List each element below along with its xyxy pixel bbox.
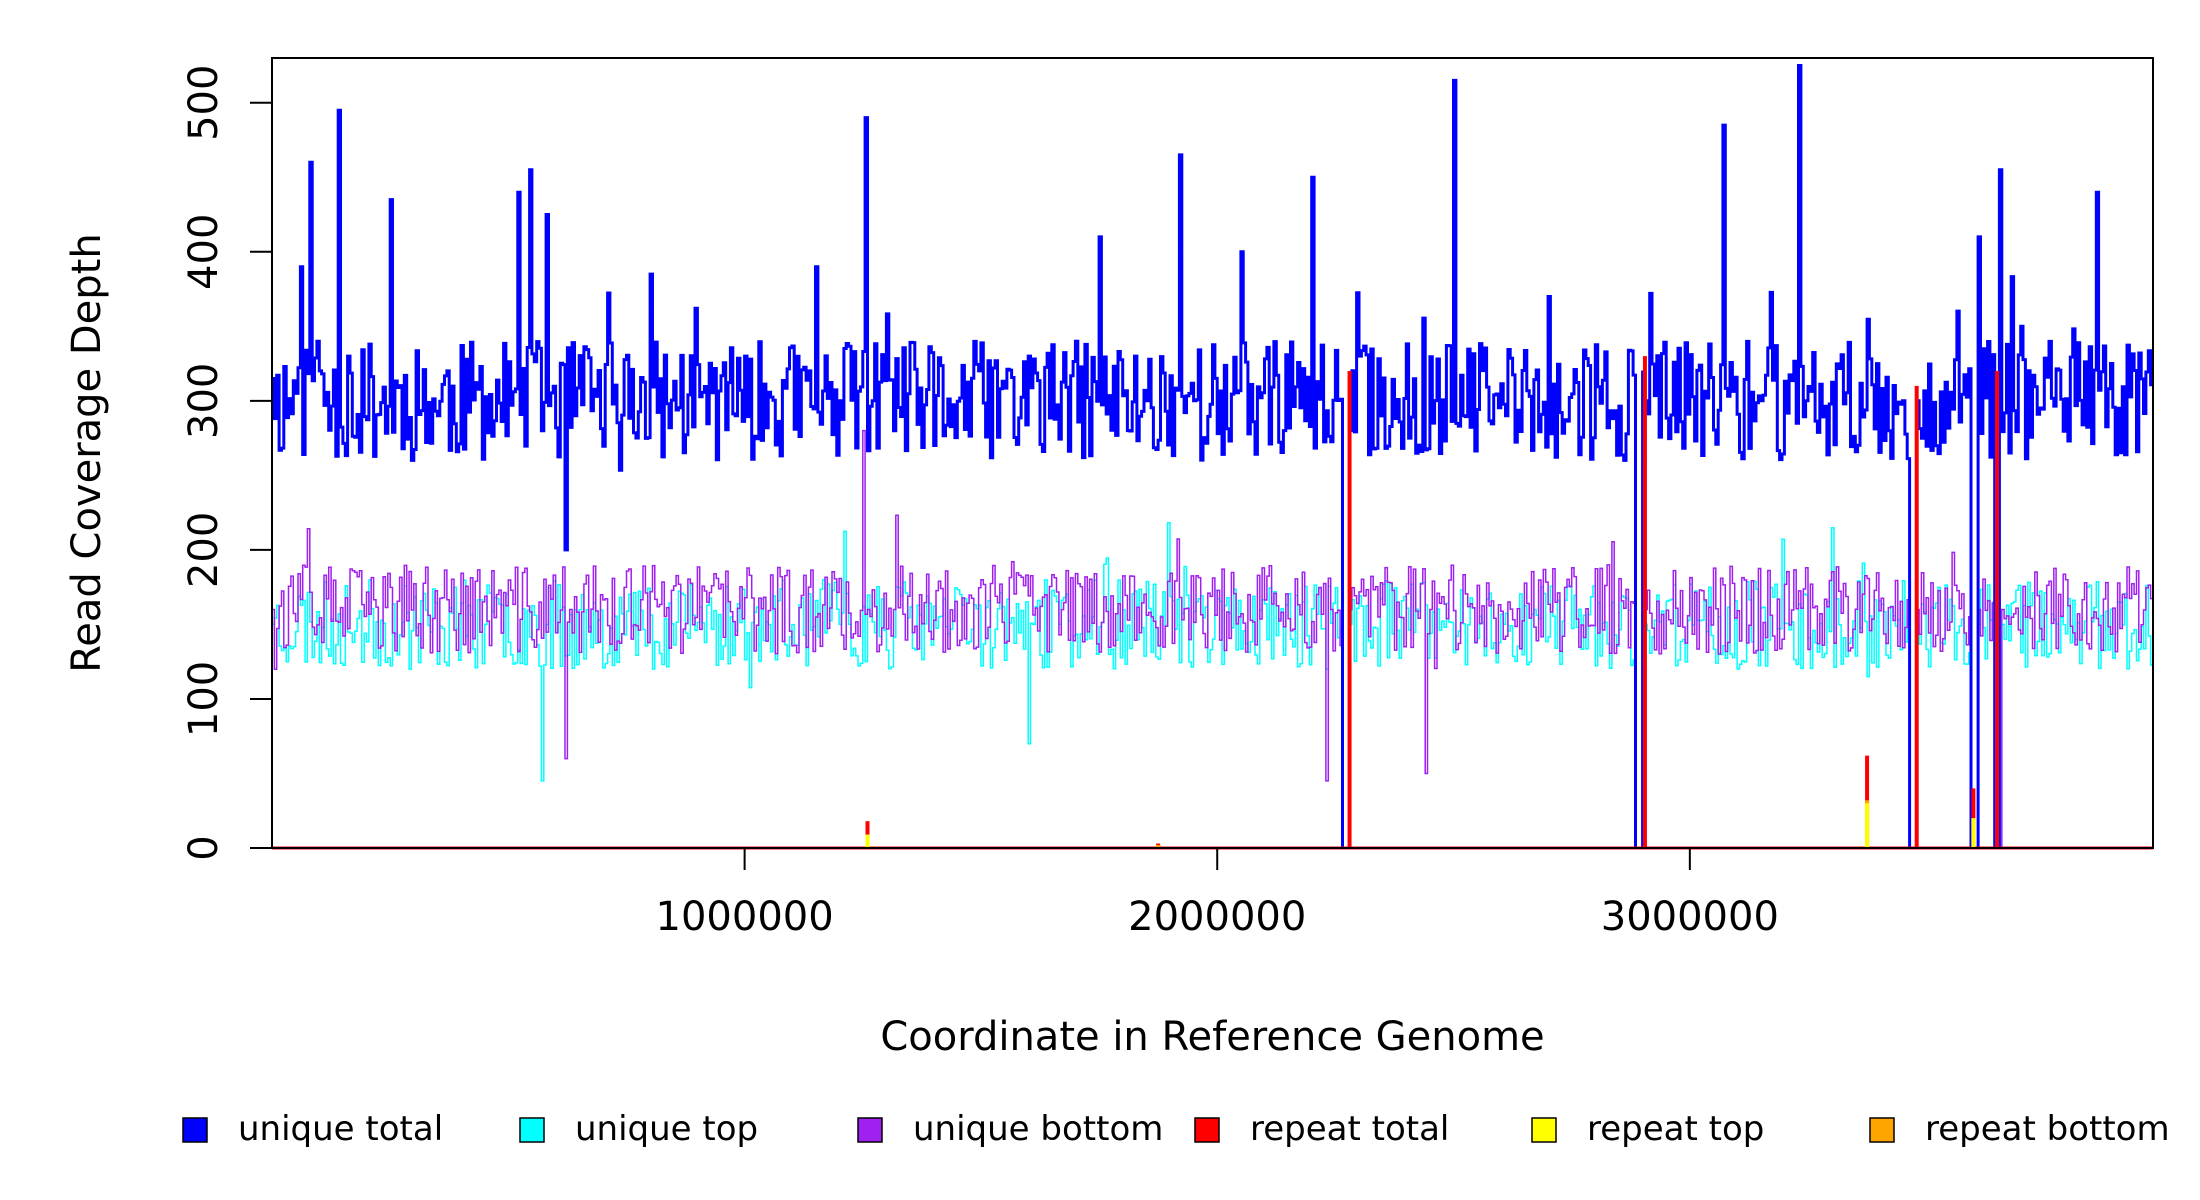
legend-swatch bbox=[857, 1117, 883, 1143]
x-axis-label: Coordinate in Reference Genome bbox=[880, 1014, 1544, 1060]
legend-label: repeat total bbox=[1250, 1109, 1449, 1149]
legend-label: repeat top bbox=[1587, 1109, 1764, 1149]
y-tick-label: 200 bbox=[181, 512, 227, 588]
legend-swatch bbox=[519, 1117, 545, 1143]
y-tick-label: 400 bbox=[181, 214, 227, 290]
y-tick-label: 0 bbox=[181, 835, 227, 860]
legend-swatch bbox=[182, 1117, 208, 1143]
legend: unique total unique top unique bottom repea… bbox=[182, 1109, 2170, 1149]
y-tick-label: 500 bbox=[181, 65, 227, 141]
axis-layer: 0 100 200 300 400 500 1000000 2000000 3000000 bbox=[181, 65, 1779, 940]
x-tick-label: 1000000 bbox=[656, 894, 834, 940]
legend-label: repeat bottom bbox=[1925, 1109, 2170, 1149]
y-tick-label: 300 bbox=[181, 363, 227, 439]
plot-frame bbox=[271, 57, 2154, 849]
series-line-unique-total bbox=[272, 64, 2153, 850]
y-tick-label: 100 bbox=[181, 661, 227, 737]
legend-swatch bbox=[1869, 1117, 1895, 1143]
legend-label: unique top bbox=[575, 1109, 758, 1149]
series-line-unique-bottom bbox=[272, 429, 2153, 849]
y-axis-label: Read Coverage Depth bbox=[64, 233, 110, 672]
legend-swatch bbox=[1194, 1117, 1220, 1143]
x-tick-label: 2000000 bbox=[1128, 894, 1306, 940]
x-tick-label: 3000000 bbox=[1601, 894, 1779, 940]
legend-swatch bbox=[1531, 1117, 1557, 1143]
legend-label: unique bottom bbox=[913, 1109, 1163, 1149]
legend-label: unique total bbox=[238, 1109, 443, 1149]
